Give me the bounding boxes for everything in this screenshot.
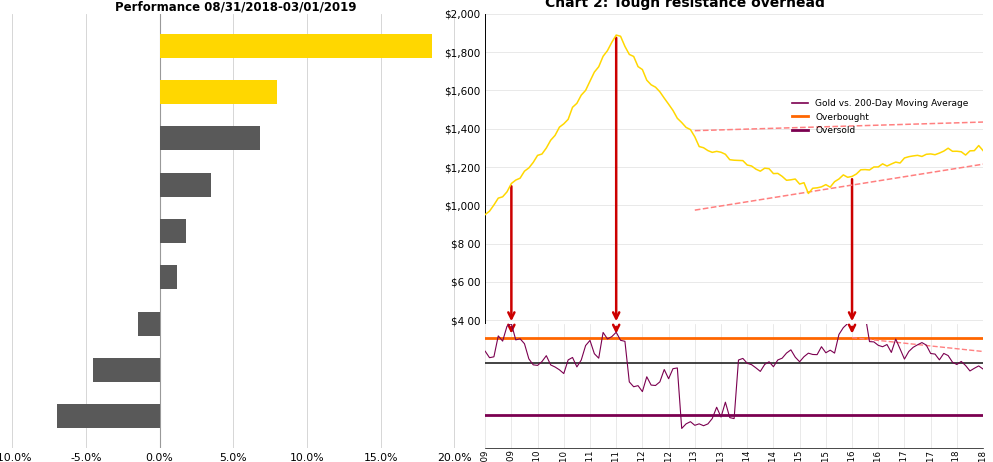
Bar bbox=[57, 404, 160, 428]
Bar bbox=[160, 173, 212, 197]
Text: Chart 2: Tough resistance overhead: Chart 2: Tough resistance overhead bbox=[545, 0, 825, 10]
Bar bbox=[93, 358, 160, 382]
Bar bbox=[160, 34, 432, 58]
Bar bbox=[160, 219, 186, 243]
Bar bbox=[137, 312, 160, 336]
Legend: Gold vs. 200-Day Moving Average, Overbought, Oversold: Gold vs. 200-Day Moving Average, Overbou… bbox=[791, 99, 968, 135]
Bar bbox=[160, 265, 178, 289]
Bar bbox=[160, 80, 277, 104]
Bar bbox=[160, 126, 260, 150]
Text: Performance 08/31/2018-03/01/2019: Performance 08/31/2018-03/01/2019 bbox=[115, 1, 356, 14]
